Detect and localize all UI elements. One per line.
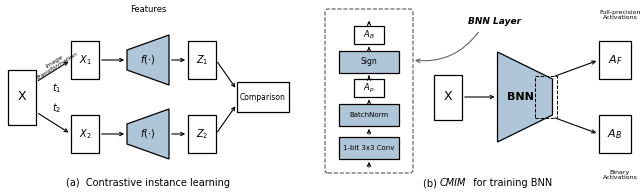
Text: $A_F$: $A_F$ (607, 53, 622, 67)
Text: Full-precision
Activations: Full-precision Activations (599, 10, 640, 20)
Text: $X_1$: $X_1$ (79, 53, 92, 67)
Text: (b): (b) (423, 178, 440, 188)
Text: X: X (444, 90, 452, 104)
Text: X: X (18, 90, 26, 104)
Text: $A_B$: $A_B$ (607, 127, 623, 141)
Bar (188, 41, 216, 79)
Bar (599, 41, 631, 79)
Text: $Z_2$: $Z_2$ (196, 127, 208, 141)
Bar (434, 74, 462, 120)
Polygon shape (127, 35, 169, 85)
Text: BNN Layer: BNN Layer (468, 17, 522, 27)
Bar (339, 104, 399, 126)
Text: $A_B$: $A_B$ (363, 29, 375, 41)
Bar (354, 79, 384, 97)
Bar (339, 137, 399, 159)
Bar (534, 76, 557, 118)
Text: $f(\cdot)$: $f(\cdot)$ (140, 127, 156, 140)
Text: Features: Features (130, 5, 166, 15)
Text: Comparison: Comparison (240, 93, 286, 101)
Bar (71, 41, 99, 79)
Text: $X_2$: $X_2$ (79, 127, 92, 141)
Text: BNN: BNN (507, 92, 533, 102)
Bar (354, 26, 384, 44)
Bar (71, 115, 99, 153)
Text: $A_p$: $A_p$ (363, 81, 375, 94)
Text: CMIM: CMIM (440, 178, 467, 188)
Text: Image
Transformation: Image Transformation (33, 47, 79, 81)
Text: BatchNorm: BatchNorm (349, 112, 388, 118)
Bar (339, 51, 399, 73)
Bar (188, 115, 216, 153)
Text: $f(\cdot)$: $f(\cdot)$ (140, 54, 156, 67)
Text: for training BNN: for training BNN (467, 178, 552, 188)
Text: $Z_1$: $Z_1$ (196, 53, 208, 67)
Text: (a)  Contrastive instance learning: (a) Contrastive instance learning (66, 178, 230, 188)
Text: 1-bit 3x3 Conv: 1-bit 3x3 Conv (343, 145, 395, 151)
Text: Binary
Activations: Binary Activations (603, 170, 637, 180)
Polygon shape (497, 52, 552, 142)
Text: $t_1$: $t_1$ (52, 81, 61, 95)
Text: Sign: Sign (360, 57, 378, 67)
Bar (237, 82, 289, 112)
FancyArrowPatch shape (416, 32, 478, 63)
Text: $t_2$: $t_2$ (52, 101, 61, 115)
Polygon shape (127, 109, 169, 159)
Bar (8, 69, 36, 125)
FancyBboxPatch shape (325, 9, 413, 173)
Bar (599, 115, 631, 153)
